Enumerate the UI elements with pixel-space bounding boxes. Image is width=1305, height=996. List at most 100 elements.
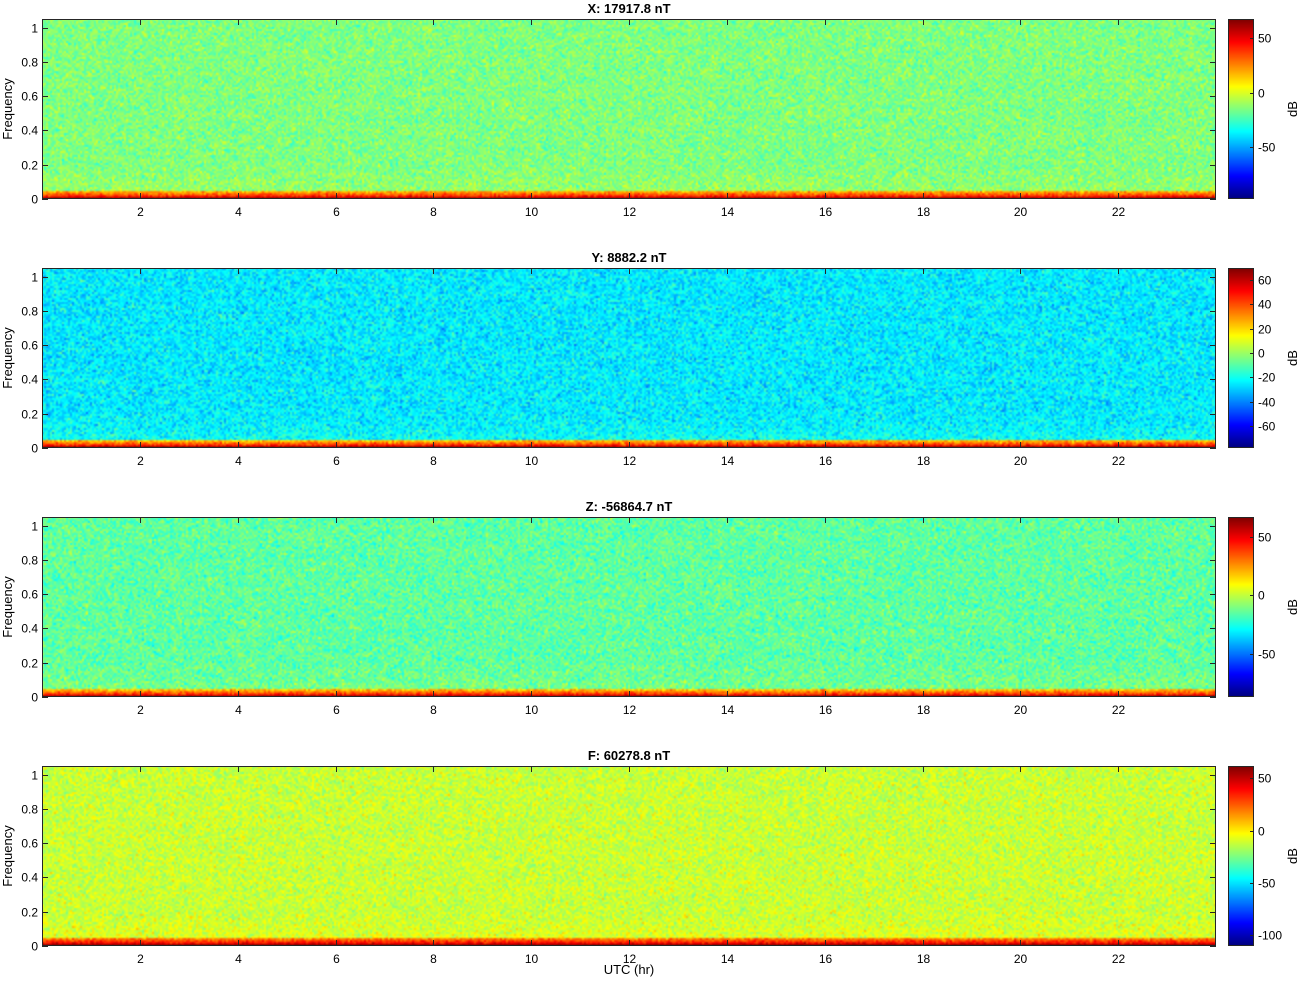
x-tick-label: 20 bbox=[1014, 454, 1028, 468]
colorbar-gradient bbox=[1228, 19, 1254, 199]
y-axis-label: Frequency bbox=[0, 78, 15, 140]
colorbar-tick-label: 40 bbox=[1258, 298, 1272, 312]
x-tick-label: 2 bbox=[137, 205, 144, 219]
colorbar-tick-label: 0 bbox=[1258, 87, 1265, 101]
x-tick-label: 20 bbox=[1014, 952, 1028, 966]
x-tick-label: 18 bbox=[917, 952, 931, 966]
colorbar-tick-label: -60 bbox=[1258, 420, 1276, 434]
x-tick-label: 22 bbox=[1112, 205, 1126, 219]
y-tick-label: 0 bbox=[31, 940, 38, 954]
x-tick-label: 18 bbox=[917, 454, 931, 468]
x-tick-label: 2 bbox=[137, 952, 144, 966]
colorbar-tick-label: 60 bbox=[1258, 274, 1272, 288]
y-tick-label: 0.6 bbox=[21, 837, 38, 851]
colorbar-tick-label: -20 bbox=[1258, 371, 1276, 385]
x-tick-label: 14 bbox=[721, 205, 735, 219]
spectrogram-image bbox=[42, 766, 1216, 946]
x-tick-label: 16 bbox=[819, 205, 833, 219]
colorbar-tick-label: -100 bbox=[1258, 929, 1282, 943]
x-tick-label: 18 bbox=[917, 205, 931, 219]
x-tick-label: 14 bbox=[721, 454, 735, 468]
x-tick-label: 22 bbox=[1112, 454, 1126, 468]
spectrogram-panel: X: 17917.8 nT 2 4 6 8 10 12 14 16 18 20 22 0 0.2 0.4 0.… bbox=[0, 0, 1305, 249]
x-tick-label: 22 bbox=[1112, 952, 1126, 966]
x-tick-label: 4 bbox=[235, 205, 242, 219]
y-tick-label: 1 bbox=[31, 22, 38, 36]
y-tick-label: 0.4 bbox=[21, 373, 38, 387]
colorbar-tick-label: 0 bbox=[1258, 347, 1265, 361]
y-tick-label: 0.8 bbox=[21, 56, 38, 70]
y-tick-label: 0.4 bbox=[21, 871, 38, 885]
x-tick-label: 6 bbox=[333, 703, 340, 717]
x-tick-label: 16 bbox=[819, 454, 833, 468]
spectrogram-panel: F: 60278.8 nT 2 4 6 8 10 12 14 16 18 20 22 0 0.2 0.4 0.… bbox=[0, 747, 1305, 996]
x-axis-label: UTC (hr) bbox=[603, 962, 655, 977]
colorbar-tick-label: 50 bbox=[1258, 32, 1272, 46]
x-tick-label: 20 bbox=[1014, 205, 1028, 219]
x-tick-label: 8 bbox=[430, 205, 437, 219]
y-tick-label: 0.6 bbox=[21, 588, 38, 602]
x-tick-label: 12 bbox=[623, 205, 637, 219]
x-tick-label: 20 bbox=[1014, 703, 1028, 717]
axes-frame bbox=[42, 19, 1216, 199]
colorbar-frame bbox=[1228, 268, 1254, 448]
y-tick-label: 0 bbox=[31, 442, 38, 456]
chart-title: X: 17917.8 nT bbox=[587, 1, 670, 16]
colorbar-label: dB bbox=[1285, 848, 1300, 864]
x-tick-label: 8 bbox=[430, 454, 437, 468]
colorbar-gradient bbox=[1228, 517, 1254, 697]
colorbar-frame bbox=[1228, 766, 1254, 946]
x-tick-label: 12 bbox=[623, 703, 637, 717]
colorbar-gradient bbox=[1228, 268, 1254, 448]
spectrogram-panel: Y: 8882.2 nT 2 4 6 8 10 12 14 16 18 20 22 0 0.2 0.4 0.6… bbox=[0, 249, 1305, 498]
y-tick-label: 0.6 bbox=[21, 90, 38, 104]
axes-overlay: Z: -56864.7 nT2 4 6 8 10 12 14 16 18 20 2200.20.40… bbox=[0, 499, 1300, 717]
y-tick-label: 0.4 bbox=[21, 622, 38, 636]
colorbar-tick-label: 20 bbox=[1258, 323, 1272, 337]
y-tick-label: 0 bbox=[31, 691, 38, 705]
x-tick-label: 6 bbox=[333, 205, 340, 219]
spectrogram-image bbox=[42, 19, 1216, 199]
colorbar-tick-label: -50 bbox=[1258, 648, 1276, 662]
y-tick-label: 0.8 bbox=[21, 554, 38, 568]
y-axis-label: Frequency bbox=[0, 327, 15, 389]
x-tick-label: 2 bbox=[137, 703, 144, 717]
colorbar-tick-label: 50 bbox=[1258, 531, 1272, 545]
axes-frame bbox=[42, 766, 1216, 946]
x-tick-label: 16 bbox=[819, 952, 833, 966]
y-tick-label: 0 bbox=[31, 193, 38, 207]
axes-overlay: X: 17917.8 nT2 4 6 8 10 12 14 16 18 20 2200.20.40.… bbox=[0, 1, 1300, 219]
axes-overlay: Y: 8882.2 nT2 4 6 8 10 12 14 16 18 20 2200.20.40.6… bbox=[0, 250, 1300, 468]
x-tick-label: 22 bbox=[1112, 703, 1126, 717]
y-axis-label: Frequency bbox=[0, 825, 15, 887]
spectrogram-panel: Z: -56864.7 nT 2 4 6 8 10 12 14 16 18 20 22 0 0.2 0.4 0… bbox=[0, 498, 1305, 747]
colorbar-label: dB bbox=[1285, 599, 1300, 615]
x-tick-label: 8 bbox=[430, 952, 437, 966]
x-tick-label: 10 bbox=[525, 454, 539, 468]
y-tick-label: 1 bbox=[31, 769, 38, 783]
x-tick-label: 8 bbox=[430, 703, 437, 717]
axes-overlay: F: 60278.8 nT2 4 6 8 10 12 14 16 18 20 2200.20.40.… bbox=[0, 748, 1300, 966]
colorbar-frame bbox=[1228, 19, 1254, 199]
y-axis-label: Frequency bbox=[0, 576, 15, 638]
y-tick-label: 0.2 bbox=[21, 906, 38, 920]
colorbar-frame bbox=[1228, 517, 1254, 697]
x-tick-label: 18 bbox=[917, 703, 931, 717]
y-tick-label: 0.8 bbox=[21, 305, 38, 319]
y-tick-label: 0.2 bbox=[21, 657, 38, 671]
y-tick-label: 0.4 bbox=[21, 124, 38, 138]
y-tick-label: 0.8 bbox=[21, 803, 38, 817]
chart-title: Z: -56864.7 nT bbox=[586, 499, 673, 514]
x-tick-label: 6 bbox=[333, 952, 340, 966]
x-tick-label: 14 bbox=[721, 703, 735, 717]
x-tick-label: 10 bbox=[525, 205, 539, 219]
colorbar-tick-label: 50 bbox=[1258, 772, 1272, 786]
x-tick-label: 14 bbox=[721, 952, 735, 966]
x-tick-label: 4 bbox=[235, 952, 242, 966]
colorbar-tick-label: -40 bbox=[1258, 396, 1276, 410]
x-tick-label: 4 bbox=[235, 454, 242, 468]
chart-title: F: 60278.8 nT bbox=[588, 748, 670, 763]
colorbar-label: dB bbox=[1285, 101, 1300, 117]
colorbar-label: dB bbox=[1285, 350, 1300, 366]
